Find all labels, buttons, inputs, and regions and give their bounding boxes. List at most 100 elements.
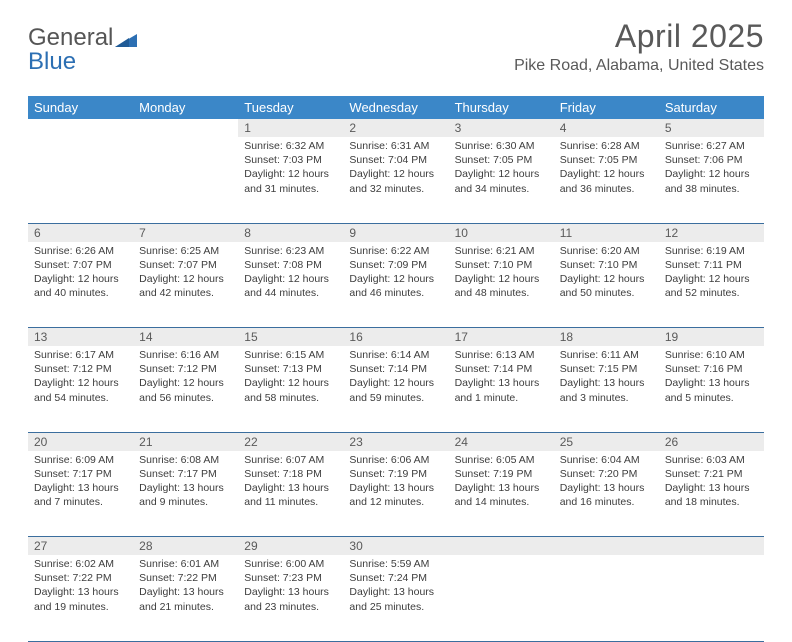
day-cell: Sunrise: 6:14 AMSunset: 7:14 PMDaylight:…	[343, 346, 448, 432]
day-details: Sunrise: 6:09 AMSunset: 7:17 PMDaylight:…	[28, 451, 133, 516]
day-number: 7	[133, 223, 238, 242]
day-details: Sunrise: 6:10 AMSunset: 7:16 PMDaylight:…	[659, 346, 764, 411]
day-number: 27	[28, 537, 133, 556]
day-cell: Sunrise: 6:09 AMSunset: 7:17 PMDaylight:…	[28, 451, 133, 537]
location: Pike Road, Alabama, United States	[514, 57, 764, 75]
day-cell: Sunrise: 6:25 AMSunset: 7:07 PMDaylight:…	[133, 242, 238, 328]
dayhead-tue: Tuesday	[238, 96, 343, 119]
day-number: 29	[238, 537, 343, 556]
day-number: 19	[659, 328, 764, 347]
month-title: April 2025	[514, 18, 764, 55]
day-details: Sunrise: 6:19 AMSunset: 7:11 PMDaylight:…	[659, 242, 764, 307]
day-number: 25	[554, 432, 659, 451]
day-details: Sunrise: 6:27 AMSunset: 7:06 PMDaylight:…	[659, 137, 764, 202]
dayhead-wed: Wednesday	[343, 96, 448, 119]
day-number: 9	[343, 223, 448, 242]
day-cell: Sunrise: 6:13 AMSunset: 7:14 PMDaylight:…	[449, 346, 554, 432]
daynum-row: 13141516171819	[28, 328, 764, 347]
day-number: 21	[133, 432, 238, 451]
day-number: 18	[554, 328, 659, 347]
day-cell: Sunrise: 6:26 AMSunset: 7:07 PMDaylight:…	[28, 242, 133, 328]
day-number: 26	[659, 432, 764, 451]
day-details: Sunrise: 6:08 AMSunset: 7:17 PMDaylight:…	[133, 451, 238, 516]
day-cell: Sunrise: 6:23 AMSunset: 7:08 PMDaylight:…	[238, 242, 343, 328]
day-details: Sunrise: 6:26 AMSunset: 7:07 PMDaylight:…	[28, 242, 133, 307]
day-details: Sunrise: 6:05 AMSunset: 7:19 PMDaylight:…	[449, 451, 554, 516]
day-details: Sunrise: 6:20 AMSunset: 7:10 PMDaylight:…	[554, 242, 659, 307]
day-cell: Sunrise: 6:08 AMSunset: 7:17 PMDaylight:…	[133, 451, 238, 537]
day-number: 17	[449, 328, 554, 347]
day-cell: Sunrise: 6:21 AMSunset: 7:10 PMDaylight:…	[449, 242, 554, 328]
day-details: Sunrise: 6:01 AMSunset: 7:22 PMDaylight:…	[133, 555, 238, 620]
dayhead-fri: Friday	[554, 96, 659, 119]
day-details: Sunrise: 6:03 AMSunset: 7:21 PMDaylight:…	[659, 451, 764, 516]
brand-line1: General	[28, 24, 113, 51]
day-number: 11	[554, 223, 659, 242]
day-cell: Sunrise: 6:15 AMSunset: 7:13 PMDaylight:…	[238, 346, 343, 432]
brand-line2: Blue	[28, 50, 137, 74]
day-cell: Sunrise: 6:30 AMSunset: 7:05 PMDaylight:…	[449, 137, 554, 223]
day-number: 15	[238, 328, 343, 347]
day-number: 2	[343, 119, 448, 137]
day-number	[659, 537, 764, 556]
day-details: Sunrise: 6:22 AMSunset: 7:09 PMDaylight:…	[343, 242, 448, 307]
day-cell: Sunrise: 5:59 AMSunset: 7:24 PMDaylight:…	[343, 555, 448, 641]
day-number: 12	[659, 223, 764, 242]
day-cell: Sunrise: 6:31 AMSunset: 7:04 PMDaylight:…	[343, 137, 448, 223]
dayhead-sun: Sunday	[28, 96, 133, 119]
day-number: 4	[554, 119, 659, 137]
day-number: 5	[659, 119, 764, 137]
day-details: Sunrise: 6:02 AMSunset: 7:22 PMDaylight:…	[28, 555, 133, 620]
dayhead-mon: Monday	[133, 96, 238, 119]
day-details: Sunrise: 6:25 AMSunset: 7:07 PMDaylight:…	[133, 242, 238, 307]
brand-logo: General Blue	[28, 26, 137, 74]
week-row: Sunrise: 6:32 AMSunset: 7:03 PMDaylight:…	[28, 137, 764, 223]
day-details: Sunrise: 6:14 AMSunset: 7:14 PMDaylight:…	[343, 346, 448, 411]
day-cell: Sunrise: 6:20 AMSunset: 7:10 PMDaylight:…	[554, 242, 659, 328]
day-cell: Sunrise: 6:00 AMSunset: 7:23 PMDaylight:…	[238, 555, 343, 641]
day-cell: Sunrise: 6:06 AMSunset: 7:19 PMDaylight:…	[343, 451, 448, 537]
week-row: Sunrise: 6:26 AMSunset: 7:07 PMDaylight:…	[28, 242, 764, 328]
day-cell: Sunrise: 6:27 AMSunset: 7:06 PMDaylight:…	[659, 137, 764, 223]
day-details: Sunrise: 6:11 AMSunset: 7:15 PMDaylight:…	[554, 346, 659, 411]
day-cell: Sunrise: 6:05 AMSunset: 7:19 PMDaylight:…	[449, 451, 554, 537]
day-cell: Sunrise: 6:02 AMSunset: 7:22 PMDaylight:…	[28, 555, 133, 641]
day-cell	[28, 137, 133, 223]
day-number: 30	[343, 537, 448, 556]
day-cell	[659, 555, 764, 641]
day-cell: Sunrise: 6:32 AMSunset: 7:03 PMDaylight:…	[238, 137, 343, 223]
day-number	[28, 119, 133, 137]
day-cell: Sunrise: 6:03 AMSunset: 7:21 PMDaylight:…	[659, 451, 764, 537]
day-number	[133, 119, 238, 137]
day-details: Sunrise: 6:17 AMSunset: 7:12 PMDaylight:…	[28, 346, 133, 411]
day-cell: Sunrise: 6:11 AMSunset: 7:15 PMDaylight:…	[554, 346, 659, 432]
day-number: 16	[343, 328, 448, 347]
day-cell	[449, 555, 554, 641]
day-details: Sunrise: 6:32 AMSunset: 7:03 PMDaylight:…	[238, 137, 343, 202]
day-details: Sunrise: 6:31 AMSunset: 7:04 PMDaylight:…	[343, 137, 448, 202]
day-number: 23	[343, 432, 448, 451]
day-cell: Sunrise: 6:17 AMSunset: 7:12 PMDaylight:…	[28, 346, 133, 432]
header: General Blue April 2025 Pike Road, Alaba…	[28, 18, 764, 92]
day-number: 6	[28, 223, 133, 242]
day-details: Sunrise: 6:06 AMSunset: 7:19 PMDaylight:…	[343, 451, 448, 516]
day-details: Sunrise: 6:13 AMSunset: 7:14 PMDaylight:…	[449, 346, 554, 411]
day-details: Sunrise: 6:30 AMSunset: 7:05 PMDaylight:…	[449, 137, 554, 202]
day-cell: Sunrise: 6:22 AMSunset: 7:09 PMDaylight:…	[343, 242, 448, 328]
day-header-row: Sunday Monday Tuesday Wednesday Thursday…	[28, 96, 764, 119]
day-cell: Sunrise: 6:16 AMSunset: 7:12 PMDaylight:…	[133, 346, 238, 432]
dayhead-sat: Saturday	[659, 96, 764, 119]
week-row: Sunrise: 6:02 AMSunset: 7:22 PMDaylight:…	[28, 555, 764, 641]
day-details: Sunrise: 6:16 AMSunset: 7:12 PMDaylight:…	[133, 346, 238, 411]
daynum-row: 12345	[28, 119, 764, 137]
day-cell: Sunrise: 6:01 AMSunset: 7:22 PMDaylight:…	[133, 555, 238, 641]
day-cell: Sunrise: 6:07 AMSunset: 7:18 PMDaylight:…	[238, 451, 343, 537]
logo-triangle-icon	[115, 28, 137, 52]
day-cell: Sunrise: 6:04 AMSunset: 7:20 PMDaylight:…	[554, 451, 659, 537]
day-number: 8	[238, 223, 343, 242]
day-number: 3	[449, 119, 554, 137]
day-number: 1	[238, 119, 343, 137]
day-details: Sunrise: 6:15 AMSunset: 7:13 PMDaylight:…	[238, 346, 343, 411]
day-details: Sunrise: 6:00 AMSunset: 7:23 PMDaylight:…	[238, 555, 343, 620]
day-details: Sunrise: 6:23 AMSunset: 7:08 PMDaylight:…	[238, 242, 343, 307]
